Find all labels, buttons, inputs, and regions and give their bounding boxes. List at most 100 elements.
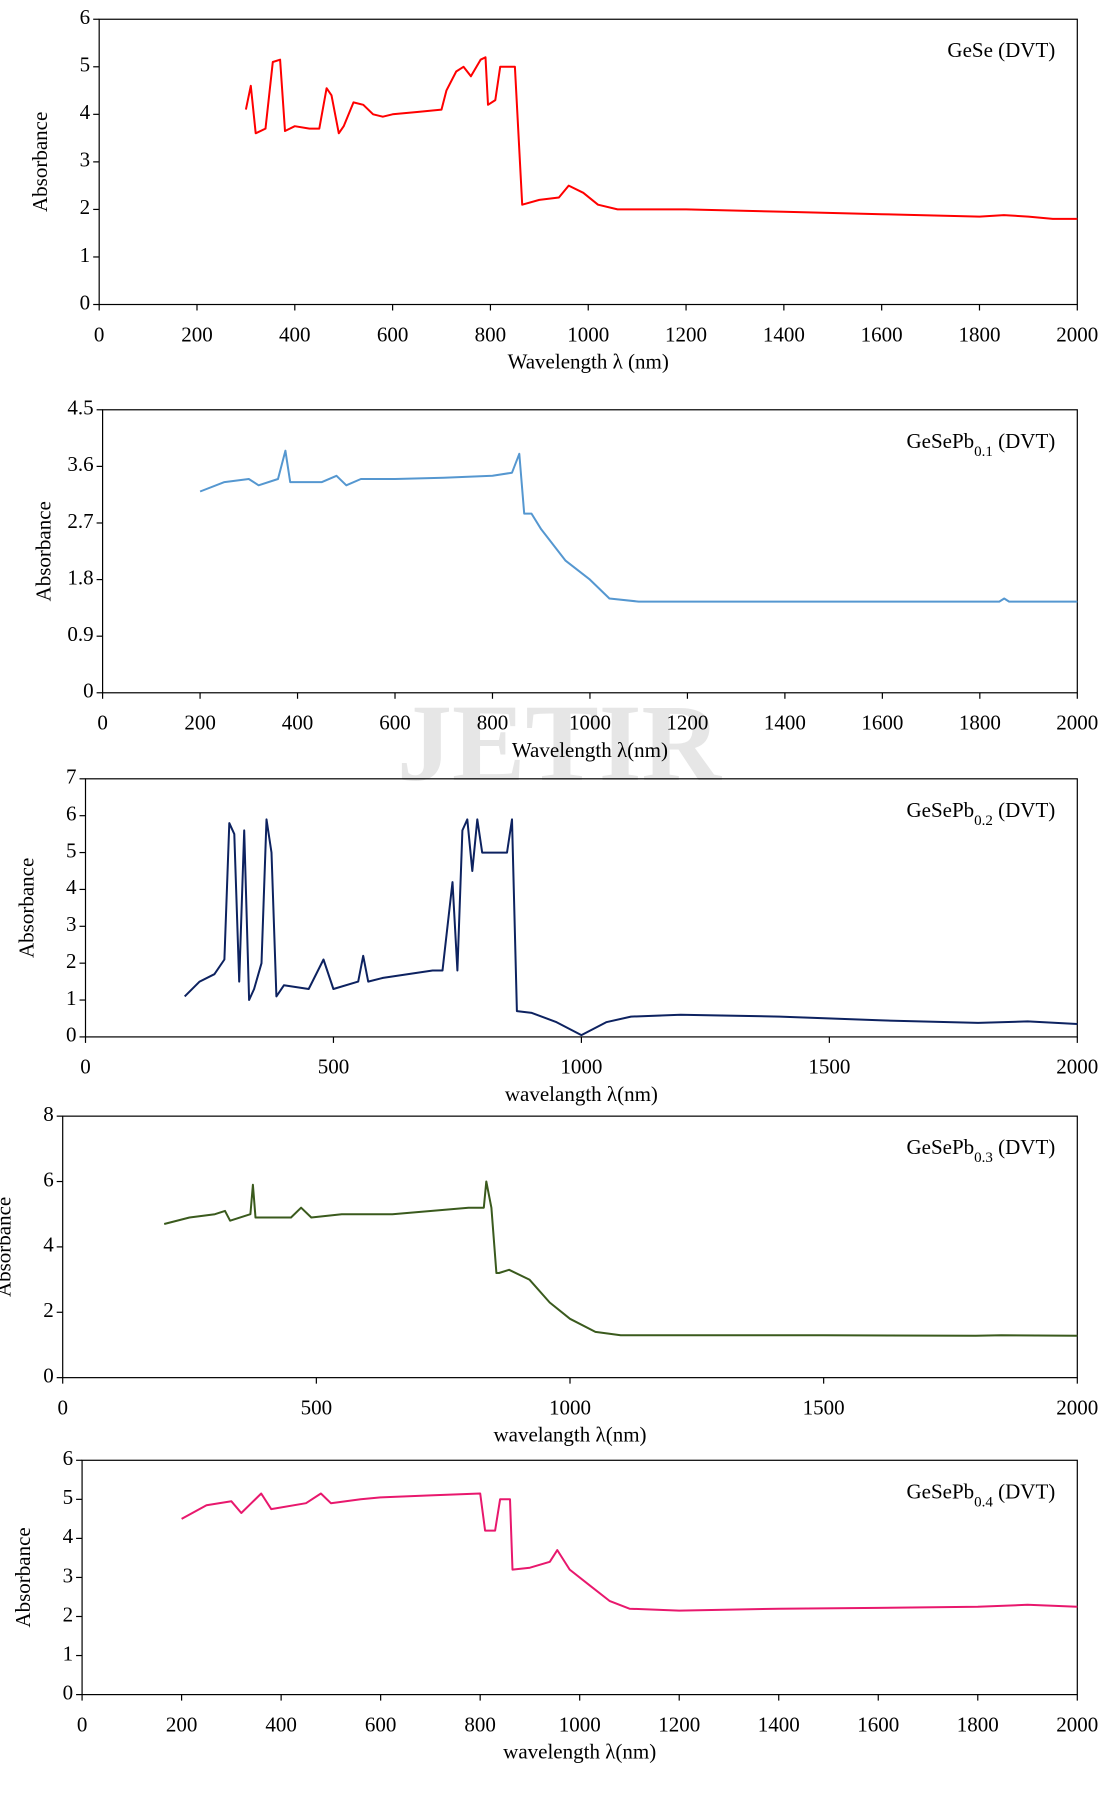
watermark: JETIR xyxy=(397,682,723,804)
series-label-sub: 0.3 xyxy=(974,1150,993,1166)
x-tick-label: 1200 xyxy=(658,1712,700,1736)
x-tick-label: 0 xyxy=(57,1395,68,1419)
y-tick-label: 1.8 xyxy=(67,565,93,589)
x-tick-label: 0 xyxy=(97,711,108,735)
y-tick-label: 4 xyxy=(80,100,91,124)
x-tick-label: 200 xyxy=(181,322,213,346)
y-axis-label: Absorbance xyxy=(15,858,39,958)
y-tick-label: 5 xyxy=(66,838,77,862)
series-label-text: GeSePb xyxy=(906,429,974,453)
y-tick-label: 4 xyxy=(66,875,77,899)
y-tick-label: 1 xyxy=(80,243,91,267)
series-label-text: GeSePb xyxy=(906,1135,974,1159)
series-label-sub: 0.2 xyxy=(974,813,993,829)
x-tick-label: 800 xyxy=(477,711,509,735)
series-label-text: GeSePb xyxy=(906,1479,974,1503)
x-tick-label: 400 xyxy=(279,322,311,346)
x-axis-label: wavelangth λ(nm) xyxy=(505,1082,658,1106)
y-tick-label: 6 xyxy=(43,1167,54,1191)
y-tick-label: 4.5 xyxy=(67,396,93,420)
y-axis-label: Absorbance xyxy=(28,112,52,212)
x-axis-label: wavelangth λ(nm) xyxy=(493,1423,646,1447)
y-tick-label: 3 xyxy=(66,912,77,936)
data-line xyxy=(244,56,1078,220)
x-axis-label: Wavelength λ (nm) xyxy=(508,350,669,374)
y-tick-label: 1 xyxy=(66,986,77,1010)
chart-panel: 0 2 4 6 8 0 500 1000 1500 2000 wavelangth λ(nm) Abs… xyxy=(0,1102,1098,1447)
y-tick-label: 1 xyxy=(63,1641,74,1665)
y-tick-label: 0 xyxy=(43,1363,54,1387)
x-tick-label: 200 xyxy=(166,1712,198,1736)
y-tick-label: 0.9 xyxy=(67,622,93,646)
series-label: GeSePb0.3 (DVT) xyxy=(906,1135,1055,1166)
series-label: GeSe (DVT) xyxy=(947,38,1055,62)
x-tick-label: 1600 xyxy=(861,322,903,346)
y-tick-label: 2 xyxy=(63,1602,74,1626)
x-tick-label: 1800 xyxy=(957,1712,999,1736)
x-tick-label: 1000 xyxy=(567,322,609,346)
x-tick-label: 1000 xyxy=(549,1395,591,1419)
series-label-text: GeSe (DVT) xyxy=(947,38,1055,62)
y-tick-label: 2 xyxy=(80,195,91,219)
x-tick-label: 1600 xyxy=(857,1712,899,1736)
y-tick-label: 4 xyxy=(43,1233,54,1257)
x-tick-label: 500 xyxy=(318,1055,350,1079)
series-label-text: GeSePb xyxy=(906,798,974,822)
x-tick-label: 1800 xyxy=(958,322,1000,346)
x-axis-label: wavelength λ(nm) xyxy=(503,1740,656,1764)
series-label: GeSePb0.1 (DVT) xyxy=(906,429,1055,460)
chart-panel: 0 1 2 3 4 5 6 0 200 400 600 800 1000 1200 1400 1600 1800… xyxy=(28,5,1098,373)
x-tick-label: 1000 xyxy=(560,1055,602,1079)
x-tick-label: 2000 xyxy=(1056,1712,1098,1736)
y-tick-label: 0 xyxy=(80,290,91,314)
y-tick-label: 2 xyxy=(66,949,77,973)
y-tick-label: 6 xyxy=(63,1446,74,1470)
y-tick-label: 2 xyxy=(43,1298,54,1322)
series-label: GeSePb0.4 (DVT) xyxy=(906,1479,1055,1510)
plot-frame xyxy=(98,18,1078,306)
data-line xyxy=(181,1492,1078,1612)
x-tick-label: 2000 xyxy=(1056,322,1098,346)
data-line xyxy=(199,449,1078,603)
series-label: GeSePb0.2 (DVT) xyxy=(906,798,1055,829)
y-axis-label: Absorbance xyxy=(32,501,56,601)
x-tick-label: 400 xyxy=(282,711,314,735)
y-tick-label: 0 xyxy=(63,1680,74,1704)
x-tick-label: 0 xyxy=(77,1712,88,1736)
series-label-tail: (DVT) xyxy=(993,1135,1055,1159)
x-tick-label: 1200 xyxy=(666,711,708,735)
x-tick-label: 0 xyxy=(80,1055,91,1079)
x-tick-label: 1600 xyxy=(861,711,903,735)
x-tick-label: 1500 xyxy=(803,1395,845,1419)
y-tick-label: 2.7 xyxy=(67,509,93,533)
x-tick-label: 2000 xyxy=(1056,711,1098,735)
series-label-sub: 0.1 xyxy=(974,444,993,460)
y-tick-label: 0 xyxy=(83,679,94,703)
x-tick-label: 0 xyxy=(94,322,105,346)
x-tick-label: 1500 xyxy=(808,1055,850,1079)
x-tick-label: 400 xyxy=(265,1712,297,1736)
x-tick-label: 2000 xyxy=(1056,1055,1098,1079)
y-tick-label: 4 xyxy=(63,1524,74,1548)
x-tick-label: 1000 xyxy=(559,1712,601,1736)
y-axis-label: Absorbance xyxy=(11,1527,35,1627)
x-tick-label: 1400 xyxy=(763,322,805,346)
x-axis-label: Wavelength λ(nm) xyxy=(512,738,668,762)
x-tick-label: 1000 xyxy=(569,711,611,735)
x-tick-label: 600 xyxy=(377,322,409,346)
series-label-tail: (DVT) xyxy=(993,798,1055,822)
y-tick-label: 3 xyxy=(80,148,91,172)
x-tick-label: 800 xyxy=(464,1712,496,1736)
x-tick-label: 200 xyxy=(184,711,216,735)
y-tick-label: 6 xyxy=(80,5,91,29)
x-tick-label: 1400 xyxy=(758,1712,800,1736)
x-tick-label: 600 xyxy=(379,711,411,735)
x-tick-label: 600 xyxy=(365,1712,397,1736)
y-tick-label: 3 xyxy=(63,1563,74,1587)
chart-panel: 0 0.9 1.8 2.7 3.6 4.5 0 200 400 600 800 1000 1200 140… xyxy=(32,396,1099,762)
y-axis-label: Absorbance xyxy=(0,1197,16,1297)
chart-panel: 0 1 2 3 4 5 6 0 200 400 600 800 1000 1200 1400 1600 1800… xyxy=(11,1446,1098,1764)
y-tick-label: 8 xyxy=(43,1102,54,1126)
series-label-sub: 0.4 xyxy=(974,1494,993,1510)
